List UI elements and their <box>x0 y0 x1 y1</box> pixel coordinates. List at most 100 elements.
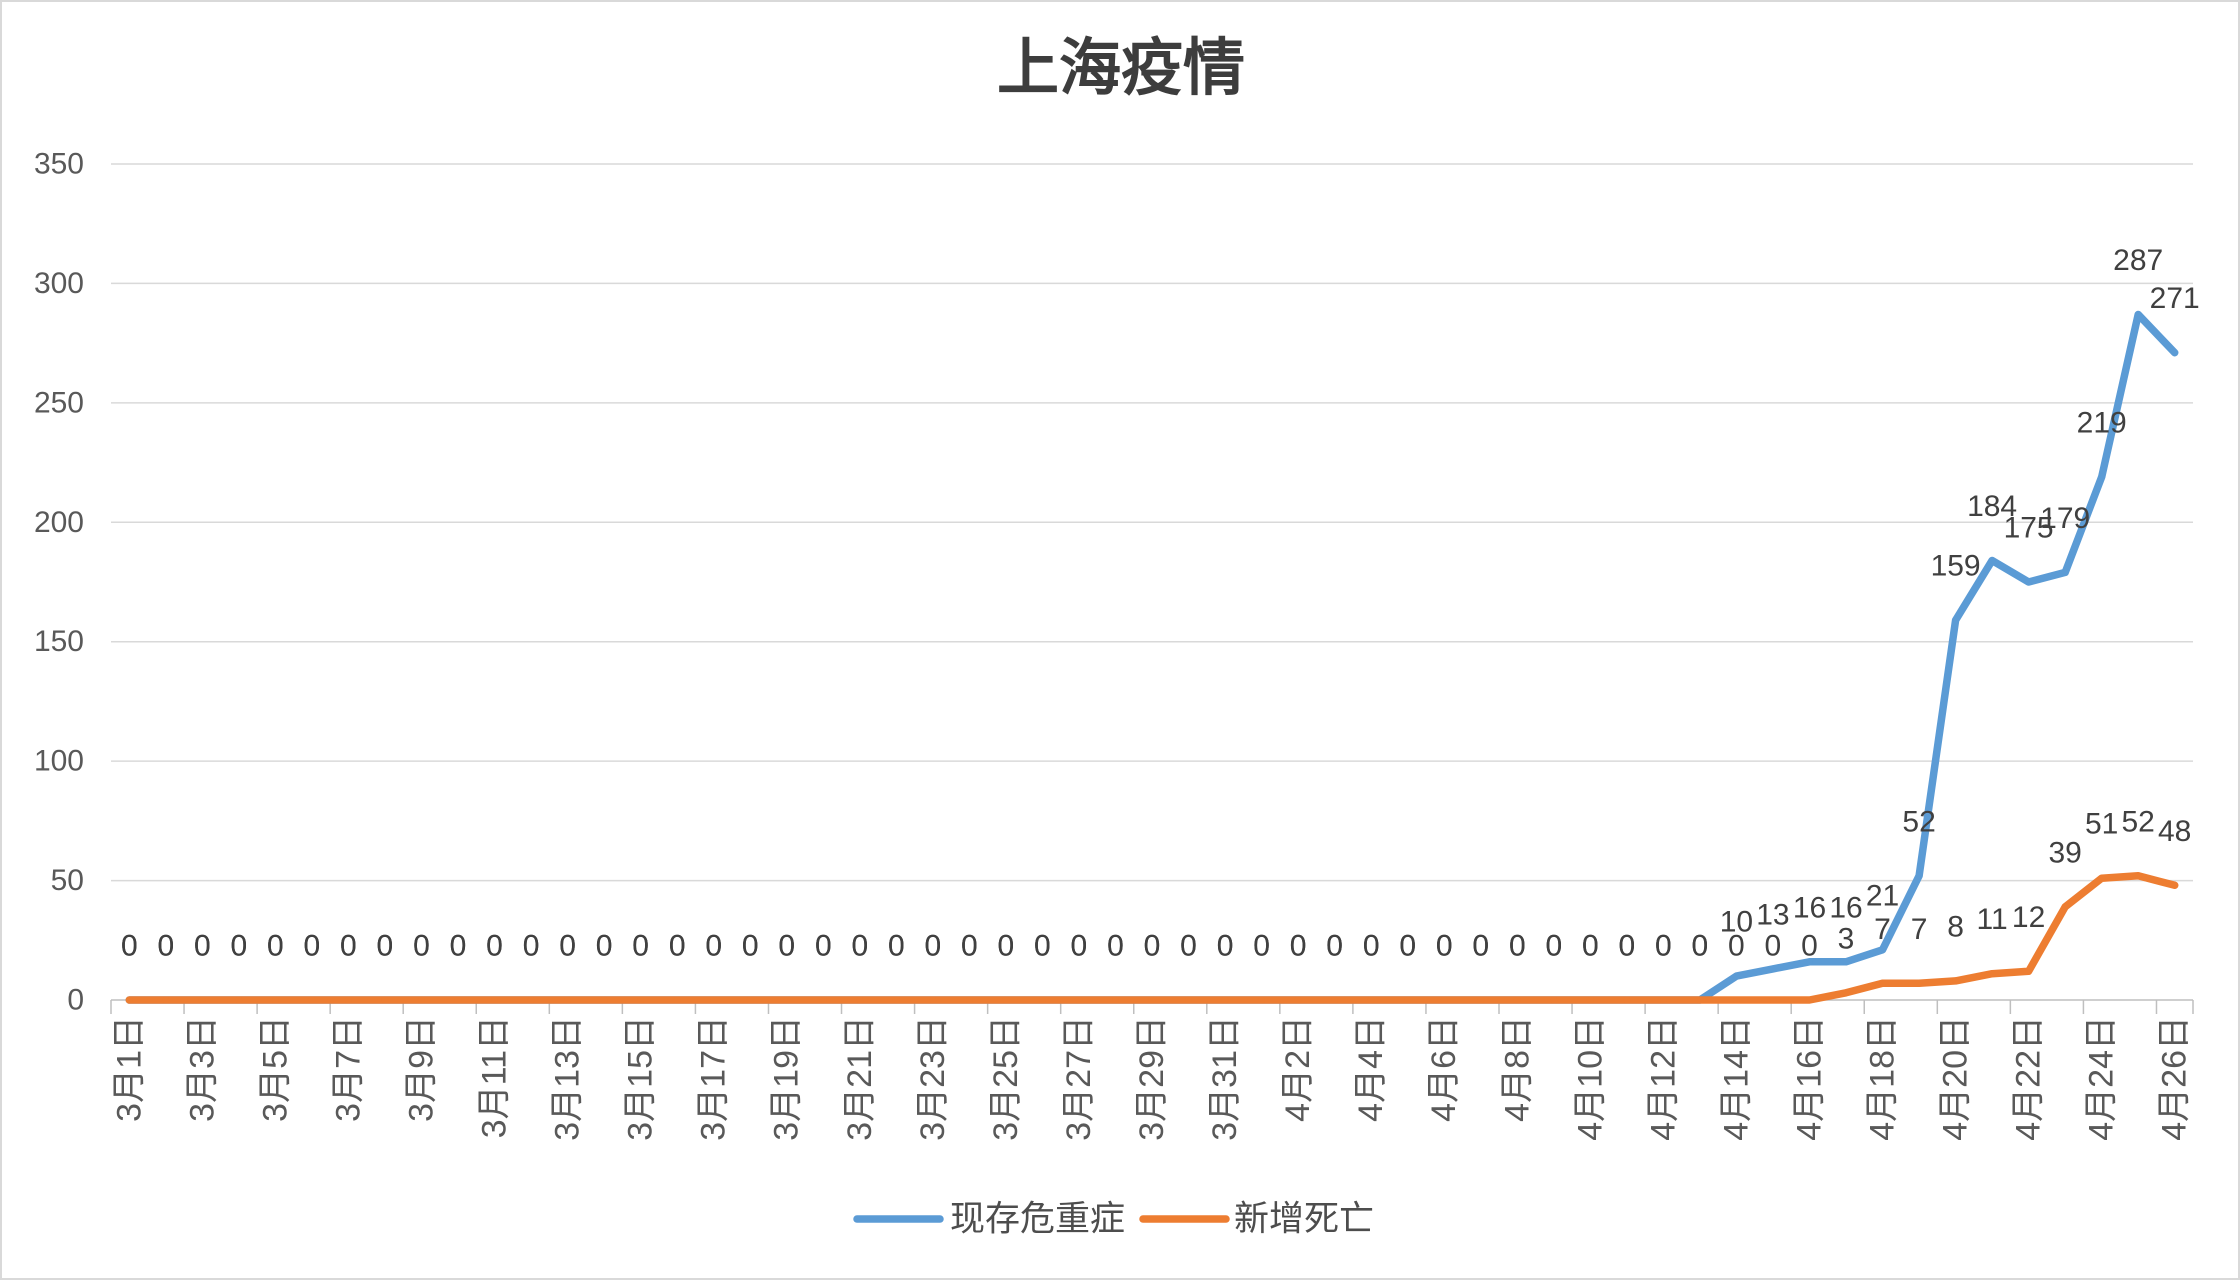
data-point-critical-cases <box>2171 349 2179 357</box>
data-point-new-deaths <box>929 996 937 1004</box>
data-point-new-deaths <box>198 996 206 1004</box>
y-tick-label: 300 <box>34 267 84 300</box>
data-point-critical-cases <box>2134 311 2142 318</box>
data-label-new-deaths: 0 <box>486 930 503 963</box>
data-label-critical-cases: 10 <box>1720 906 1753 939</box>
x-tick-label: 3月5日 <box>256 1016 294 1122</box>
data-point-new-deaths <box>783 996 791 1004</box>
data-point-new-deaths <box>1112 996 1119 1004</box>
data-label-critical-cases: 16 <box>1829 891 1862 924</box>
data-label-critical-cases: 0 <box>523 930 540 963</box>
data-label-critical-cases: 0 <box>815 930 832 963</box>
x-tick-label: 4月26日 <box>2156 1016 2194 1141</box>
data-label-new-deaths: 0 <box>523 930 540 963</box>
data-point-new-deaths <box>1550 996 1558 1004</box>
data-label-new-deaths: 0 <box>596 930 613 963</box>
data-label-critical-cases: 0 <box>851 930 868 963</box>
data-point-new-deaths <box>1915 979 1923 987</box>
data-label-critical-cases: 0 <box>559 930 576 963</box>
data-label-new-deaths: 0 <box>1253 930 1270 963</box>
data-point-critical-cases <box>1879 946 1886 954</box>
x-tick-label: 4月12日 <box>1644 1016 1682 1141</box>
data-point-new-deaths <box>491 996 498 1004</box>
data-label-critical-cases: 0 <box>1071 930 1088 963</box>
data-point-new-deaths <box>1148 996 1156 1004</box>
data-label-critical-cases: 0 <box>1655 930 1672 963</box>
data-label-new-deaths: 0 <box>413 930 430 963</box>
data-label-new-deaths: 0 <box>1326 930 1343 963</box>
plot-series <box>125 310 2179 1004</box>
data-label-new-deaths: 0 <box>1180 930 1197 963</box>
data-point-new-deaths <box>1477 996 1485 1004</box>
data-label-new-deaths: 0 <box>1034 930 1051 963</box>
data-label-new-deaths: 0 <box>1509 930 1526 963</box>
data-label-critical-cases: 0 <box>1509 930 1526 963</box>
data-point-critical-cases <box>2098 473 2106 481</box>
data-label-new-deaths: 39 <box>2049 836 2082 869</box>
data-point-new-deaths <box>1331 996 1339 1004</box>
data-label-critical-cases: 0 <box>450 930 467 963</box>
data-point-new-deaths <box>1367 996 1375 1004</box>
data-label-new-deaths: 0 <box>1801 930 1818 963</box>
data-label-new-deaths: 0 <box>377 930 394 963</box>
data-point-critical-cases <box>1732 972 1740 980</box>
data-label-new-deaths: 0 <box>961 930 978 963</box>
data-point-critical-cases <box>1915 872 1923 880</box>
data-label-new-deaths: 0 <box>121 930 138 963</box>
data-label-critical-cases: 0 <box>1144 930 1161 963</box>
data-label-critical-cases: 0 <box>304 930 321 963</box>
data-point-new-deaths <box>1440 996 1448 1004</box>
legend-item-new-deaths: 新增死亡 <box>1139 1200 1374 1239</box>
data-label-critical-cases: 0 <box>1217 930 1234 963</box>
data-point-new-deaths <box>673 996 681 1004</box>
data-label-critical-cases: 0 <box>1180 930 1197 963</box>
legend-label-critical-cases: 现存危重症 <box>950 1200 1125 1239</box>
data-point-new-deaths <box>162 996 170 1004</box>
data-point-critical-cases <box>2061 568 2069 576</box>
data-label-new-deaths: 48 <box>2158 815 2191 848</box>
data-label-critical-cases: 0 <box>961 930 978 963</box>
data-point-new-deaths <box>1952 977 1960 985</box>
data-label-critical-cases: 175 <box>2004 512 2054 545</box>
data-point-new-deaths <box>600 996 608 1004</box>
x-tick-label: 3月17日 <box>695 1016 733 1141</box>
data-label-new-deaths: 0 <box>267 930 284 963</box>
data-label-new-deaths: 0 <box>669 930 686 963</box>
x-tick-label: 3月13日 <box>549 1016 587 1141</box>
data-label-new-deaths: 0 <box>559 930 576 963</box>
data-point-new-deaths <box>1185 996 1192 1004</box>
data-label-critical-cases: 0 <box>742 930 759 963</box>
data-label-critical-cases: 0 <box>669 930 686 963</box>
data-label-critical-cases: 0 <box>705 930 722 963</box>
data-label-critical-cases: 0 <box>1582 930 1599 963</box>
data-label-critical-cases: 0 <box>1472 930 1489 963</box>
data-label-new-deaths: 8 <box>1947 910 1964 943</box>
data-label-critical-cases: 0 <box>340 930 357 963</box>
data-label-new-deaths: 0 <box>705 930 722 963</box>
x-tick-label: 3月9日 <box>402 1016 440 1122</box>
data-point-new-deaths <box>1075 996 1083 1004</box>
data-label-critical-cases: 219 <box>2077 406 2127 439</box>
data-label-new-deaths: 11 <box>1977 903 2008 936</box>
x-tick-label: 3月27日 <box>1060 1016 1098 1141</box>
data-point-new-deaths <box>1769 996 1777 1004</box>
y-axis: 0 50 100 150 200 250 300 350 <box>34 148 84 1017</box>
data-point-new-deaths <box>271 996 279 1004</box>
data-label-new-deaths: 0 <box>1692 930 1709 963</box>
data-label-critical-cases: 0 <box>1253 930 1270 963</box>
data-label-critical-cases: 52 <box>1902 805 1935 838</box>
x-tick-label: 3月31日 <box>1206 1016 1244 1141</box>
data-point-new-deaths <box>381 996 389 1004</box>
data-label-new-deaths: 0 <box>157 930 174 963</box>
x-tick-label: 3月21日 <box>841 1016 879 1141</box>
data-point-critical-cases <box>1842 958 1850 966</box>
data-point-new-deaths <box>1659 996 1667 1004</box>
data-label-critical-cases: 0 <box>1545 930 1562 963</box>
data-point-new-deaths <box>125 996 133 1004</box>
data-label-critical-cases: 0 <box>1618 930 1635 963</box>
x-tick-label: 4月18日 <box>1864 1016 1902 1141</box>
data-point-new-deaths <box>308 996 316 1004</box>
